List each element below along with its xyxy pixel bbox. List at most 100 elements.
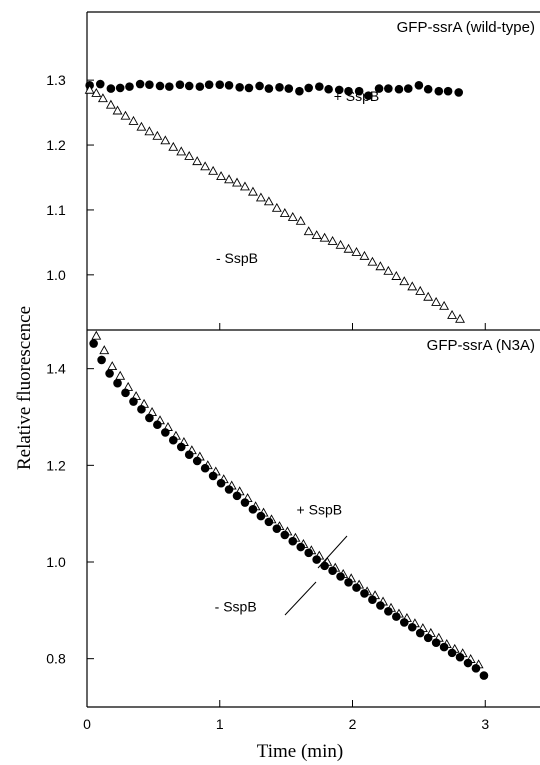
data-point	[434, 86, 444, 96]
data-point	[391, 271, 402, 280]
data-point	[215, 80, 225, 89]
data-point	[115, 370, 126, 380]
data-point	[443, 86, 453, 96]
data-point	[155, 81, 165, 91]
data-point	[344, 86, 353, 96]
data-point	[240, 181, 250, 191]
data-point	[136, 121, 147, 131]
data-point	[256, 511, 266, 521]
data-point	[392, 612, 401, 621]
x-tick-label: 2	[349, 716, 357, 732]
data-point	[431, 296, 442, 306]
data-point	[192, 156, 203, 166]
data-point	[304, 548, 313, 558]
y-tick-label: 1.0	[46, 267, 66, 283]
data-point	[352, 583, 361, 592]
data-point	[284, 84, 294, 93]
x-tick-label: 1	[216, 716, 224, 732]
y-tick-label: 1.0	[46, 554, 66, 570]
data-point	[106, 84, 116, 93]
annotation-label: - SspB	[215, 598, 257, 614]
data-point	[303, 226, 314, 236]
x-tick-label: 0	[83, 716, 91, 732]
data-point	[328, 566, 337, 575]
panel-n3a: 0.8 1.0 1.2 1.4 0 1 2 3 GFP-ssrA (N3A) + SspB - Ss…	[46, 330, 540, 732]
data-point	[295, 215, 306, 225]
data-point	[152, 130, 163, 140]
data-point	[216, 478, 226, 488]
data-point	[153, 420, 162, 430]
data-point	[304, 83, 313, 93]
data-point	[125, 82, 134, 91]
data-point	[384, 84, 393, 93]
data-point	[216, 171, 227, 181]
data-point	[160, 135, 171, 145]
y-tick-label: 1.2	[46, 457, 66, 473]
data-point	[295, 86, 304, 96]
data-point	[107, 361, 118, 371]
data-point	[91, 330, 102, 340]
data-point	[184, 81, 194, 91]
data-point	[95, 79, 105, 89]
data-point	[414, 81, 424, 90]
data-point	[232, 177, 242, 187]
data-point	[375, 261, 386, 271]
data-point	[394, 84, 404, 94]
data-point	[121, 388, 130, 398]
data-point	[176, 442, 186, 452]
data-point	[240, 498, 250, 507]
data-point	[200, 161, 211, 171]
data-point	[137, 404, 146, 414]
data-point	[311, 230, 322, 240]
data-point	[319, 232, 330, 242]
data-point	[423, 291, 434, 301]
data-point	[91, 87, 102, 97]
data-point	[447, 648, 457, 658]
data-point	[224, 485, 234, 494]
data-point	[145, 413, 154, 423]
data-point	[407, 281, 418, 291]
data-point	[208, 471, 218, 481]
data-point	[399, 618, 409, 627]
data-point	[247, 186, 258, 196]
data-point	[336, 572, 345, 581]
annotation-label: + SspB	[334, 88, 380, 104]
data-point	[165, 82, 174, 91]
data-point	[184, 150, 195, 160]
data-point	[135, 79, 145, 89]
data-point	[447, 309, 458, 319]
series-minus-sspb	[84, 84, 466, 323]
data-point	[204, 80, 214, 89]
data-point	[113, 378, 122, 388]
data-point	[403, 84, 413, 93]
data-point	[184, 450, 194, 460]
data-point	[296, 542, 306, 552]
data-point	[334, 85, 344, 95]
data-point	[407, 622, 417, 632]
data-point	[112, 105, 123, 115]
data-point	[232, 491, 242, 501]
panel-wild-type: 1.0 1.1 1.2 1.3 GFP-ssrA (wild-type) + SspB - …	[46, 11, 540, 331]
data-point	[320, 561, 329, 571]
data-point	[359, 250, 370, 260]
data-point	[84, 84, 95, 94]
data-point	[354, 86, 364, 96]
data-point	[415, 285, 426, 295]
data-point	[374, 84, 384, 93]
x-axis-title: Time (min)	[257, 741, 343, 762]
data-point	[360, 589, 369, 598]
y-tick-label: 1.4	[46, 361, 66, 377]
data-point	[275, 82, 284, 92]
annotation-label: - SspB	[216, 250, 258, 266]
data-point	[244, 83, 254, 93]
data-point	[192, 456, 202, 466]
y-tick-label: 1.2	[46, 137, 66, 153]
data-point	[351, 246, 362, 256]
data-point	[439, 300, 450, 310]
panel-title: GFP-ssrA (wild-type)	[397, 19, 535, 36]
x-tick-label: 3	[481, 716, 489, 732]
panel-title: GFP-ssrA (N3A)	[427, 337, 535, 354]
data-point	[255, 192, 266, 202]
data-point	[463, 658, 473, 668]
